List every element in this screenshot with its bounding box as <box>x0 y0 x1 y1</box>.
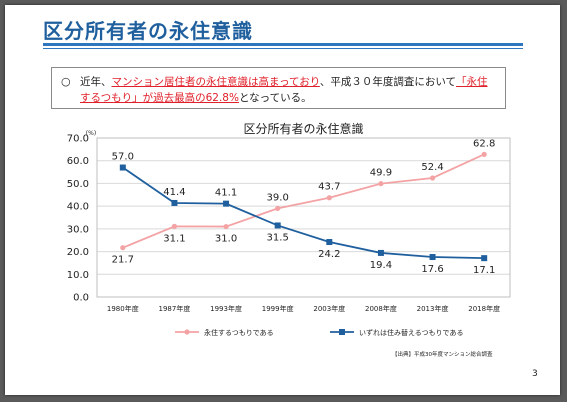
data-point <box>429 175 436 181</box>
x-tick-label: 2003年度 <box>313 304 345 313</box>
title-rule-thin <box>43 48 523 49</box>
line-chart: 区分所有者の永住意識 0.0 10.0 20.0 30.0 40.0 50.0 60.0 70.… <box>67 121 511 337</box>
data-label: 52.4 <box>421 162 443 173</box>
data-point <box>429 254 436 261</box>
y-tick-label: 10.0 <box>67 270 89 281</box>
y-tick-label: 60.0 <box>67 156 89 167</box>
data-point <box>481 151 487 157</box>
data-label: 43.7 <box>318 182 340 193</box>
y-unit-label: (%) <box>86 130 96 137</box>
data-point <box>378 181 384 187</box>
chart-title: 区分所有者の永住意識 <box>243 121 363 136</box>
data-point <box>171 199 178 206</box>
y-tick-label: 40.0 <box>67 202 89 213</box>
data-label: 41.1 <box>215 188 237 199</box>
x-tick-label: 2018年度 <box>468 304 500 313</box>
legend-swatch-marker <box>339 329 345 335</box>
y-tick-label: 30.0 <box>67 224 89 235</box>
data-label: 21.7 <box>112 255 134 266</box>
data-point <box>275 205 281 212</box>
note-middle: 、平成３０年度調査において <box>319 76 457 88</box>
data-label: 62.8 <box>473 138 495 149</box>
x-tick-label: 1993年度 <box>210 304 242 313</box>
legend-label: 永住するつもりである <box>204 328 274 337</box>
y-tick-label: 70.0 <box>67 134 89 145</box>
y-tick-label: 0.0 <box>73 293 89 304</box>
x-tick-label: 1999年度 <box>262 304 294 313</box>
data-label: 57.0 <box>112 152 134 163</box>
data-label: 39.0 <box>267 192 289 203</box>
slide: 区分所有者の永住意識 ○ 近年、マンション居住者の永住意識は高まっており、平成３… <box>5 5 560 395</box>
x-tick-label: 1987年度 <box>159 304 191 313</box>
y-tick-label: 20.0 <box>67 247 89 258</box>
source-note: 【出典】平成30年度マンション総合調査 <box>392 352 493 358</box>
note-highlight-1: マンション居住者の永住意識は高まっており <box>111 76 320 88</box>
series-line-1 <box>122 153 485 249</box>
title-rule <box>43 43 523 46</box>
data-label: 24.2 <box>318 249 340 260</box>
data-point <box>223 223 229 230</box>
x-tick-label: 1980年度 <box>107 304 139 313</box>
data-label: 19.4 <box>370 260 392 271</box>
note-prefix: 近年、 <box>80 76 112 88</box>
slide-title: 区分所有者の永住意識 <box>43 19 253 43</box>
data-label: 31.1 <box>163 233 185 244</box>
data-point <box>377 249 384 256</box>
data-point <box>223 200 230 207</box>
x-tick-label: 2013年度 <box>417 304 449 313</box>
x-tick-label: 2008年度 <box>365 304 397 313</box>
data-label: 41.4 <box>163 187 185 198</box>
data-point <box>274 222 281 229</box>
data-point <box>120 245 126 251</box>
data-label: 49.9 <box>370 168 392 179</box>
plot-frame <box>96 137 511 298</box>
y-tick-label: 50.0 <box>67 179 89 190</box>
summary-note: ○ 近年、マンション居住者の永住意識は高まっており、平成３０年度調査において「永… <box>51 67 506 109</box>
data-label: 17.1 <box>473 265 495 276</box>
data-label: 31.0 <box>215 234 237 245</box>
legend-swatch-marker <box>184 329 190 335</box>
note-suffix: となっている。 <box>238 92 312 104</box>
legend-label: いずれは住み替えるつもりである <box>359 328 463 337</box>
data-point <box>481 255 488 262</box>
data-point <box>326 195 332 201</box>
data-point <box>326 239 333 246</box>
data-label: 17.6 <box>421 264 443 275</box>
series-line-2 <box>122 166 485 260</box>
data-point <box>171 223 178 229</box>
page-number: 3 <box>532 369 538 379</box>
circle-bullet-icon: ○ <box>61 75 71 88</box>
note-highlight-2: 「永住するつもり」が過去最高の62.8% <box>80 76 488 104</box>
data-label: 31.5 <box>267 232 289 243</box>
data-point <box>119 164 126 171</box>
